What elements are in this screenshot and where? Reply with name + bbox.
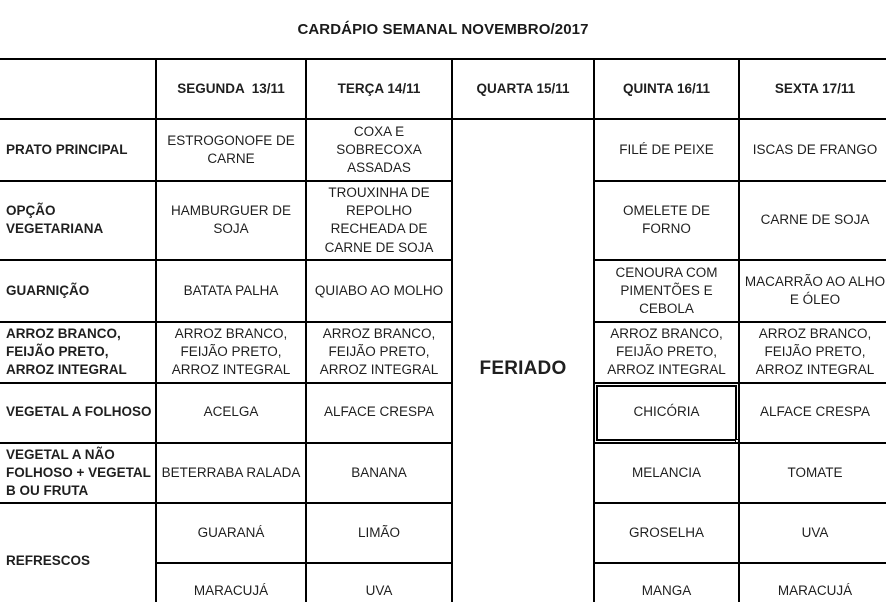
column-header-segunda[interactable]: SEGUNDA 13/11	[155, 58, 307, 120]
cell-terca-prato[interactable]: COXA E SOBRECOXA ASSADAS	[305, 118, 453, 182]
selected-cell-text: CHICÓRIA	[633, 404, 700, 420]
corner-cell[interactable]	[0, 58, 157, 120]
cell-segunda-folhoso[interactable]: ACELGA	[155, 381, 307, 444]
column-header-terca[interactable]: TERÇA 14/11	[305, 58, 453, 120]
row-label-arroz-feijao[interactable]: ARROZ BRANCO, FEIJÃO PRETO, ARROZ INTEGR…	[0, 320, 157, 384]
row-label-vegetal-folhoso[interactable]: VEGETAL A FOLHOSO	[0, 381, 157, 444]
cell-quinta-guarnicao[interactable]: CENOURA COM PIMENTÕES E CEBOLA	[593, 258, 740, 323]
cell-terca-folhoso[interactable]: ALFACE CRESPA	[305, 381, 453, 444]
cell-terca-nao-folhoso[interactable]: BANANA	[305, 441, 453, 505]
row-label-opcao-vegetariana[interactable]: OPÇÃO VEGETARIANA	[0, 180, 157, 261]
cell-segunda-refresco-1[interactable]: GUARANÁ	[155, 502, 307, 565]
cell-sexta-nao-folhoso[interactable]: TOMATE	[738, 441, 886, 505]
cell-sexta-folhoso[interactable]: ALFACE CRESPA	[738, 381, 886, 444]
table-row-guarnicao: GUARNIÇÃO BATATA PALHA QUIABO AO MOLHO C…	[0, 258, 886, 323]
cell-sexta-prato[interactable]: ISCAS DE FRANGO	[738, 118, 886, 182]
cell-sexta-guarnicao[interactable]: MACARRÃO AO ALHO E ÓLEO	[738, 258, 886, 323]
table-row-refrescos-1: REFRESCOS GUARANÁ LIMÃO GROSELHA UVA	[0, 502, 886, 602]
cell-sexta-vegetariana[interactable]: CARNE DE SOJA	[738, 180, 886, 261]
cell-segunda-prato[interactable]: ESTROGONOFE DE CARNE	[155, 118, 307, 182]
row-label-refrescos[interactable]: REFRESCOS	[0, 502, 157, 602]
cell-terca-vegetariana[interactable]: TROUXINHA DE REPOLHO RECHEADA DE CARNE D…	[305, 180, 453, 261]
column-header-quarta[interactable]: QUARTA 15/11	[451, 58, 595, 120]
row-label-guarnicao[interactable]: GUARNIÇÃO	[0, 258, 157, 323]
cell-sexta-refresco-1[interactable]: UVA	[738, 502, 886, 565]
cell-segunda-refresco-2[interactable]: MARACUJÁ	[155, 562, 307, 602]
cell-quinta-prato[interactable]: FILÉ DE PEIXE	[593, 118, 740, 182]
cell-sexta-refresco-2[interactable]: MARACUJÁ	[738, 562, 886, 602]
row-label-prato-principal[interactable]: PRATO PRINCIPAL	[0, 118, 157, 182]
page-title: CARDÁPIO SEMANAL NOVEMBRO/2017	[297, 21, 589, 38]
cell-quinta-refresco-1[interactable]: GROSELHA	[593, 502, 740, 565]
cell-terca-arroz[interactable]: ARROZ BRANCO, FEIJÃO PRETO, ARROZ INTEGR…	[305, 320, 453, 384]
cell-quinta-vegetariana[interactable]: OMELETE DE FORNO	[593, 180, 740, 261]
cell-segunda-arroz[interactable]: ARROZ BRANCO, FEIJÃO PRETO, ARROZ INTEGR…	[155, 320, 307, 384]
cell-terca-refresco-2[interactable]: UVA	[305, 562, 453, 602]
table-row-vegetal-nao-folhoso: VEGETAL A NÃO FOLHOSO + VEGETAL B OU FRU…	[0, 441, 886, 505]
cell-sexta-arroz[interactable]: ARROZ BRANCO, FEIJÃO PRETO, ARROZ INTEGR…	[738, 320, 886, 384]
cell-quinta-refresco-2[interactable]: MANGA	[593, 562, 740, 602]
selection-resize-handle[interactable]	[735, 438, 737, 441]
table-row-prato-principal: PRATO PRINCIPAL ESTROGONOFE DE CARNE COX…	[0, 117, 886, 602]
table-row-arroz-feijao: ARROZ BRANCO, FEIJÃO PRETO, ARROZ INTEGR…	[0, 320, 886, 384]
table-row-refrescos-2: MARACUJÁ UVA MANGA MARACUJÁ	[0, 562, 886, 602]
table-row-vegetal-folhoso: VEGETAL A FOLHOSO ACELGA ALFACE CRESPA C…	[0, 381, 886, 444]
cell-terca-guarnicao[interactable]: QUIABO AO MOLHO	[305, 258, 453, 323]
cell-quinta-arroz[interactable]: ARROZ BRANCO, FEIJÃO PRETO, ARROZ INTEGR…	[593, 320, 740, 384]
column-header-sexta[interactable]: SEXTA 17/11	[738, 58, 886, 120]
menu-table: SEGUNDA 13/11 TERÇA 14/11 QUARTA 15/11 Q…	[0, 58, 886, 602]
cell-segunda-guarnicao[interactable]: BATATA PALHA	[155, 258, 307, 323]
cell-segunda-vegetariana[interactable]: HAMBURGUER DE SOJA	[155, 180, 307, 261]
column-header-quinta[interactable]: QUINTA 16/11	[593, 58, 740, 120]
cell-terca-refresco-1[interactable]: LIMÃO	[305, 502, 453, 565]
row-label-vegetal-nao-folhoso[interactable]: VEGETAL A NÃO FOLHOSO + VEGETAL B OU FRU…	[0, 441, 157, 505]
table-row-opcao-vegetariana: OPÇÃO VEGETARIANA HAMBURGUER DE SOJA TRO…	[0, 180, 886, 261]
cell-quinta-folhoso-selected[interactable]: CHICÓRIA	[593, 381, 740, 444]
cell-segunda-nao-folhoso[interactable]: BETERRABA RALADA	[155, 441, 307, 505]
cell-quinta-nao-folhoso[interactable]: MELANCIA	[593, 441, 740, 505]
header-row: SEGUNDA 13/11 TERÇA 14/11 QUARTA 15/11 Q…	[0, 58, 886, 120]
holiday-merged-cell[interactable]: FERIADO	[451, 117, 595, 602]
